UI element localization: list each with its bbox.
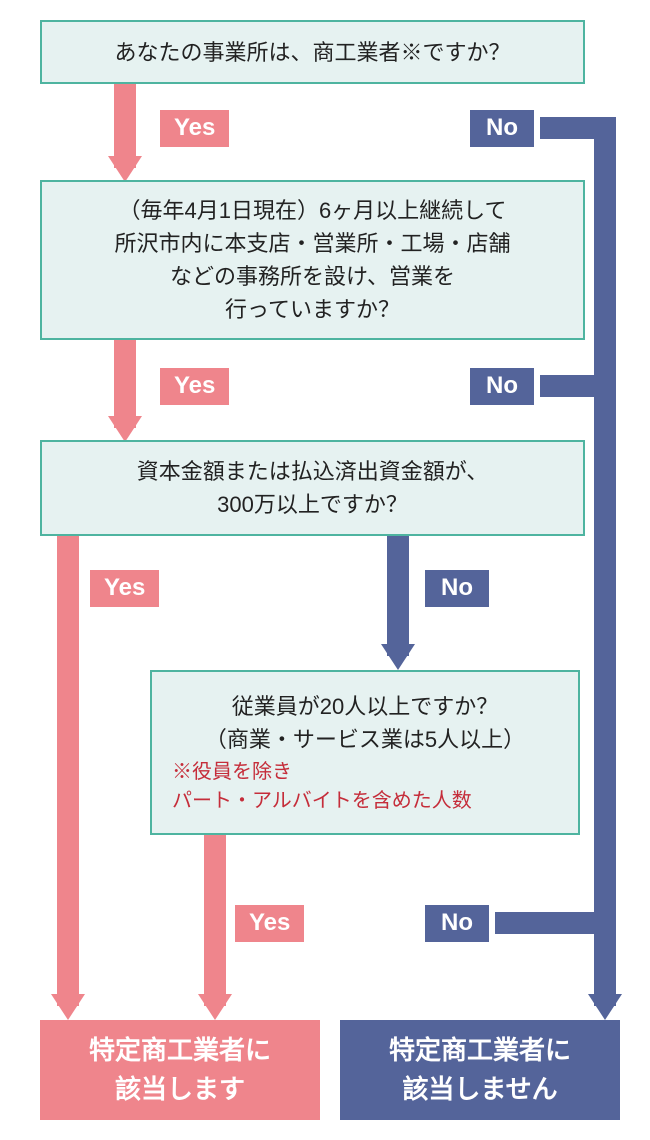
no-label: No: [470, 368, 534, 405]
question-box-3: 資本金額または払込済出資金額が、 300万以上ですか？: [40, 440, 585, 536]
question-box-1: あなたの事業所は、商工業者※ですか？: [40, 20, 585, 84]
no-label: No: [470, 110, 534, 147]
no-label: No: [425, 905, 489, 942]
question-box-2: （毎年4月1日現在）6ヶ月以上継続して 所沢市内に本支店・営業所・工場・店舗 な…: [40, 180, 585, 340]
result-text: 特定商工業者に 該当します: [50, 1031, 310, 1109]
yes-label: Yes: [235, 905, 304, 942]
result-yes-box: 特定商工業者に 該当します: [40, 1020, 320, 1120]
question-text: 従業員が20人以上ですか？ （商業・サービス業は5人以上）: [162, 690, 568, 756]
flowchart-canvas: あなたの事業所は、商工業者※ですか？ （毎年4月1日現在）6ヶ月以上継続して 所…: [0, 0, 650, 1140]
question-text: あなたの事業所は、商工業者※ですか？: [52, 36, 573, 69]
result-no-box: 特定商工業者に 該当しません: [340, 1020, 620, 1120]
no-label: No: [425, 570, 489, 607]
question-text: （毎年4月1日現在）6ヶ月以上継続して 所沢市内に本支店・営業所・工場・店舗 な…: [52, 194, 573, 326]
question-box-4: 従業員が20人以上ですか？ （商業・サービス業は5人以上） ※役員を除き パート…: [150, 670, 580, 835]
result-text: 特定商工業者に 該当しません: [350, 1031, 610, 1109]
yes-label: Yes: [90, 570, 159, 607]
yes-label: Yes: [160, 368, 229, 405]
yes-label: Yes: [160, 110, 229, 147]
question-text: 資本金額または払込済出資金額が、 300万以上ですか？: [52, 455, 573, 521]
question-note: ※役員を除き パート・アルバイトを含めた人数: [162, 756, 568, 816]
